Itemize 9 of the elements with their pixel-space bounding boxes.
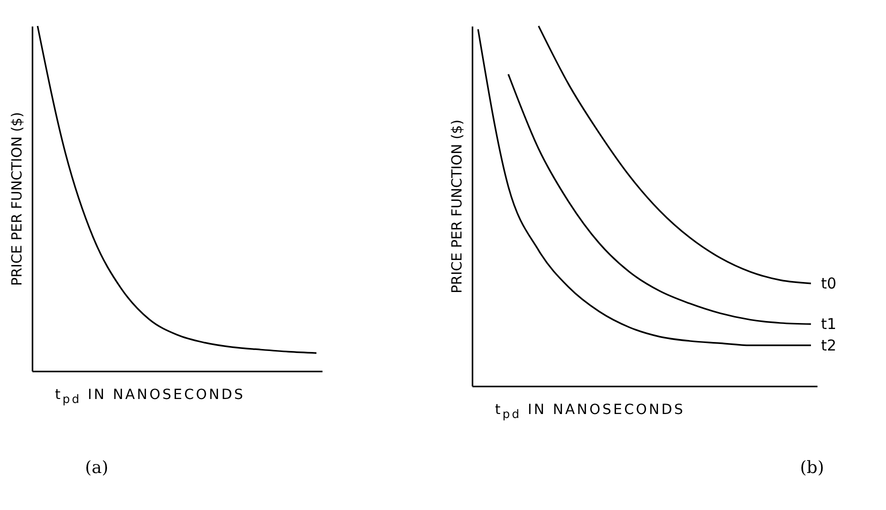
y-axis-title: PRICE PER FUNCTION ($)	[450, 120, 466, 294]
x-axis-title: t$_{pd}$ IN NANOSECONDS	[55, 387, 246, 406]
text: (b)	[800, 458, 824, 478]
x-axis-title: t$_{pd}$ IN NANOSECONDS	[495, 402, 686, 421]
text: (a)	[85, 458, 108, 478]
series-label: t2	[820, 336, 836, 354]
series-label: t1	[820, 315, 836, 334]
y-axis-title: PRICE PER FUNCTION ($)	[10, 112, 26, 286]
series-label: t0	[820, 274, 836, 292]
